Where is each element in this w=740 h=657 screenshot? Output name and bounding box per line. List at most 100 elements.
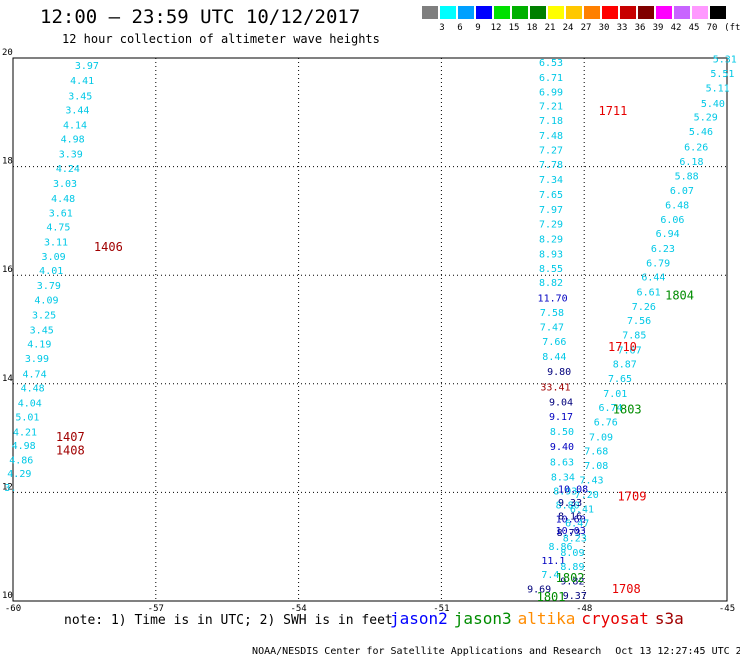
swh-value: 6.18 <box>679 157 703 168</box>
color-scale-label: 24 <box>562 23 574 33</box>
swh-value: 8.80 <box>556 501 580 512</box>
swh-value: 4.01 <box>39 266 63 277</box>
swh-value: 5.31 <box>713 54 737 65</box>
swh-value: 8.89 <box>560 562 584 573</box>
color-swatch <box>620 6 636 19</box>
swh-value: 8.87 <box>613 360 637 371</box>
color-scale-label: 70 <box>706 23 718 33</box>
pass-label: 1709 <box>618 490 647 504</box>
pass-label: 1711 <box>598 104 627 118</box>
color-scale-label: 15 <box>508 23 520 33</box>
color-scale-label: 6 <box>457 23 463 33</box>
swh-value: 9.17 <box>549 412 573 423</box>
swh-value: 7.20 <box>575 490 599 501</box>
swh-value: 5.29 <box>694 112 718 123</box>
credit-text: NOAA/NESDIS Center for Satellite Applica… <box>252 646 602 657</box>
swh-value: 6.79 <box>646 259 670 270</box>
y-tick-label: 20 <box>2 48 13 58</box>
swh-value: 10.60 <box>556 514 586 525</box>
swh-value: 7.29 <box>539 219 563 230</box>
color-swatch <box>458 6 474 19</box>
swh-value: 7.08 <box>584 461 608 472</box>
swh-value: 6.23 <box>651 244 675 255</box>
swh-value: 4.98 <box>12 441 36 452</box>
pass-label: 1708 <box>612 582 641 596</box>
page-title: 12:00 – 23:59 UTC 10/12/2017 <box>40 6 361 28</box>
color-scale-label: 42 <box>670 23 682 33</box>
swh-value: 4.41 <box>70 76 94 87</box>
pass-label: 1801 <box>537 590 566 604</box>
swh-value: 3.97 <box>75 61 99 72</box>
swh-value: 4.29 <box>7 469 31 480</box>
color-scale-label: 39 <box>652 23 664 33</box>
color-scale-label: 21 <box>544 23 556 33</box>
swh-value: 3.39 <box>59 149 83 160</box>
swh-value: 7.85 <box>622 331 646 342</box>
swh-value: 7.67 <box>618 345 642 356</box>
color-swatch <box>566 6 582 19</box>
pass-label: 1408 <box>56 443 85 457</box>
swh-value: 4.09 <box>34 295 58 306</box>
swh-value: 3.99 <box>25 354 49 365</box>
color-swatch <box>674 6 690 19</box>
credit-line: NOAA/NESDIS Center for Satellite Applica… <box>240 635 740 657</box>
swh-value: 6.47 <box>565 519 589 530</box>
pass-label: 1407 <box>56 430 85 444</box>
swh-value: 9.04 <box>549 398 573 409</box>
swh-value: 7.66 <box>542 337 566 348</box>
swh-value: 8.29 <box>539 235 563 246</box>
color-scale-label: 36 <box>634 23 646 33</box>
swh-value: 6.07 <box>670 186 694 197</box>
swh-value: 6.71 <box>539 73 563 84</box>
swh-value: 7.65 <box>539 190 563 201</box>
color-swatch <box>512 6 528 19</box>
legend-altika: altika <box>517 609 576 628</box>
swh-value: 8.34 <box>551 472 575 483</box>
swh-value: 3. <box>4 483 16 494</box>
swh-value: 5.01 <box>15 413 39 424</box>
swh-value: 8.93 <box>539 249 563 260</box>
swh-value: 7.65 <box>608 374 632 385</box>
x-tick-label: -60 <box>5 604 21 614</box>
color-swatch <box>440 6 456 19</box>
swh-value: 7.68 <box>584 446 608 457</box>
swh-value: 5.51 <box>710 69 734 80</box>
color-swatch <box>710 6 726 19</box>
page-subtitle: 12 hour collection of altimeter wave hei… <box>62 32 380 46</box>
swh-value: 3.79 <box>37 281 61 292</box>
swh-value: 6.74 <box>598 403 622 414</box>
swh-value: 6.26 <box>684 142 708 153</box>
swh-value: 3.45 <box>68 91 92 102</box>
swh-value: 9.82 <box>560 577 584 588</box>
color-scale-label: 3 <box>439 23 445 33</box>
color-swatch <box>602 6 618 19</box>
y-tick-label: 16 <box>2 265 13 275</box>
swh-value: 4.86 <box>9 456 33 467</box>
swh-value: 4.04 <box>18 399 42 410</box>
swh-value: 7.21 <box>539 102 563 113</box>
swh-value: 9.69 <box>527 584 551 595</box>
swh-value: 7.48 <box>539 131 563 142</box>
color-scale-label: 30 <box>598 23 610 33</box>
color-scale-label: 9 <box>475 23 481 33</box>
swh-value: 8.93 <box>553 487 577 498</box>
swh-value: 9.37 <box>563 591 587 602</box>
swh-value: 6.48 <box>665 200 689 211</box>
color-scale-label: 12 <box>490 23 502 33</box>
swh-value: 7.34 <box>539 175 563 186</box>
y-tick-label: 10 <box>2 591 13 601</box>
color-scale-unit: (ft) <box>724 23 740 33</box>
swh-value: 8.86 <box>549 542 573 553</box>
swh-value: 3.45 <box>30 325 54 336</box>
x-tick-label: -45 <box>719 604 735 614</box>
satellite-legend: jason2 jason3 altika cryosat s3a <box>390 609 690 628</box>
swh-value: 7.27 <box>539 146 563 157</box>
x-tick-label: -51 <box>433 604 449 614</box>
swh-value: 8.44 <box>542 352 566 363</box>
swh-value: 3.03 <box>53 179 77 190</box>
swh-value: 7.18 <box>539 116 563 127</box>
swh-value: 4.48 <box>51 194 75 205</box>
swh-value: 5.11 <box>706 84 730 95</box>
swh-value: 7.26 <box>632 302 656 313</box>
color-scale-label: 33 <box>616 23 628 33</box>
